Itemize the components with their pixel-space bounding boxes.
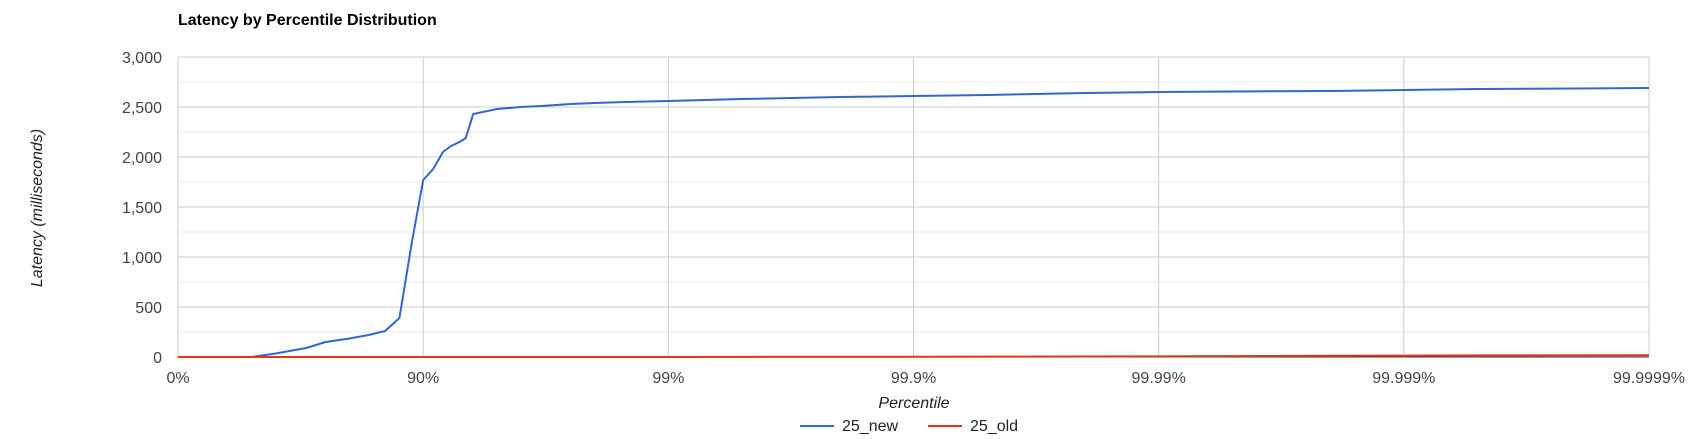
y-tick-label: 2,500 xyxy=(122,100,162,117)
y-tick-label: 500 xyxy=(135,300,162,317)
chart-title: Latency by Percentile Distribution xyxy=(178,12,437,29)
series-line-25_old xyxy=(178,354,1650,358)
x-tick-label: 99% xyxy=(652,370,684,387)
x-tick-label: 0% xyxy=(166,370,189,387)
x-tick-label: 90% xyxy=(407,370,439,387)
x-axis-title: Percentile xyxy=(878,395,949,412)
y-tick-label: 0 xyxy=(153,350,162,367)
legend-label-25_new: 25_new xyxy=(842,418,898,435)
tick-labels: 0 500 1,000 1,500 2,000 2,500 3,000 0% 90% 99% 99.… xyxy=(122,50,1685,387)
y-tick-label: 3,000 xyxy=(122,50,162,67)
y-axis-title: Latency (milliseconds) xyxy=(29,129,46,287)
y-tick-label: 1,000 xyxy=(122,250,162,267)
series-line-25_new xyxy=(178,87,1650,358)
x-tick-label: 99.999% xyxy=(1372,370,1435,387)
legend: 25_new 25_old xyxy=(800,418,1018,435)
grid xyxy=(177,56,1650,358)
series-lines xyxy=(178,87,1650,358)
legend-label-25_old: 25_old xyxy=(970,418,1018,435)
y-tick-label: 1,500 xyxy=(122,200,162,217)
x-tick-label: 99.9999% xyxy=(1613,370,1685,387)
x-tick-label: 99.99% xyxy=(1132,370,1186,387)
x-tick-label: 99.9% xyxy=(891,370,936,387)
y-tick-label: 2,000 xyxy=(122,150,162,167)
